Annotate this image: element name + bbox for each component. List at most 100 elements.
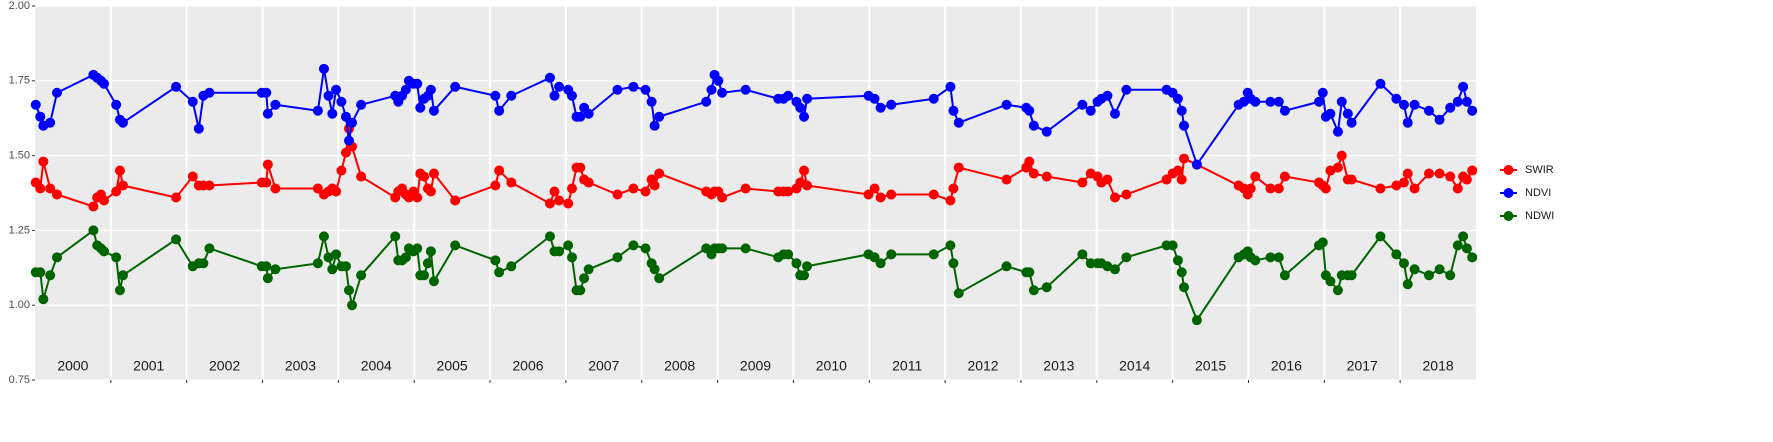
year-label: 2013 (1043, 358, 1074, 374)
point (1102, 261, 1113, 272)
point (506, 261, 517, 272)
plot-background (35, 6, 1476, 380)
point (270, 99, 281, 110)
point (1391, 249, 1402, 260)
year-label: 2011 (892, 358, 922, 374)
point (575, 162, 586, 173)
point (1434, 264, 1445, 275)
point (640, 243, 651, 254)
point (1461, 243, 1472, 254)
point (713, 75, 724, 86)
point (51, 189, 62, 200)
point (412, 78, 423, 89)
year-label: 2007 (588, 358, 619, 374)
point (1467, 105, 1478, 116)
point (390, 231, 401, 242)
point (1423, 168, 1434, 179)
point (117, 180, 128, 191)
point (1398, 177, 1409, 188)
point (422, 258, 433, 269)
point (270, 183, 281, 194)
point (928, 189, 939, 200)
point (35, 183, 46, 194)
point (1423, 270, 1434, 281)
point (783, 90, 794, 101)
point (356, 270, 367, 281)
point (117, 117, 128, 128)
point (270, 264, 281, 275)
point (1409, 183, 1420, 194)
point (99, 246, 110, 257)
point (875, 102, 886, 113)
point (612, 84, 623, 95)
point (1402, 279, 1413, 290)
legend-key (1503, 188, 1514, 198)
point (35, 267, 46, 278)
point (875, 192, 886, 203)
point (628, 240, 639, 251)
point (554, 195, 565, 206)
point (1191, 315, 1202, 326)
point (428, 276, 439, 287)
year-label: 2002 (209, 358, 240, 374)
point (802, 261, 813, 272)
point (945, 195, 956, 206)
point (187, 171, 198, 182)
point (740, 183, 751, 194)
point (1346, 117, 1357, 128)
point (450, 195, 461, 206)
point (506, 177, 517, 188)
point (261, 261, 272, 272)
point (1461, 96, 1472, 107)
point (1121, 84, 1132, 95)
point (1001, 99, 1012, 110)
point (327, 108, 338, 119)
point (583, 108, 594, 119)
point (490, 180, 501, 191)
point (1024, 267, 1035, 278)
point (717, 192, 728, 203)
point (1176, 267, 1187, 278)
point (654, 168, 665, 179)
point (1024, 156, 1035, 167)
point (425, 246, 436, 257)
point (1467, 165, 1478, 176)
point (953, 117, 964, 128)
point (1077, 249, 1088, 260)
point (1452, 240, 1463, 251)
point (717, 87, 728, 98)
point (953, 288, 964, 299)
point (327, 264, 338, 275)
point (1028, 285, 1039, 296)
point (1265, 96, 1276, 107)
point (51, 252, 62, 263)
point (419, 270, 430, 281)
point (1346, 270, 1357, 281)
point (1409, 99, 1420, 110)
point (791, 258, 802, 269)
point (869, 93, 880, 104)
point (1402, 168, 1413, 179)
point (331, 84, 342, 95)
point (566, 252, 577, 263)
point (318, 231, 329, 242)
point (566, 90, 577, 101)
point (1445, 171, 1456, 182)
point (114, 165, 125, 176)
point (425, 186, 436, 197)
point (649, 180, 660, 191)
point (494, 267, 505, 278)
point (869, 183, 880, 194)
point (171, 192, 182, 203)
point (575, 285, 586, 296)
point (1279, 105, 1290, 116)
y-tick-label: 0.75 (9, 374, 30, 386)
point (262, 159, 273, 170)
point (1398, 258, 1409, 269)
point (740, 84, 751, 95)
point (1346, 174, 1357, 185)
point (1336, 150, 1347, 161)
point (1245, 183, 1256, 194)
point (450, 81, 461, 92)
